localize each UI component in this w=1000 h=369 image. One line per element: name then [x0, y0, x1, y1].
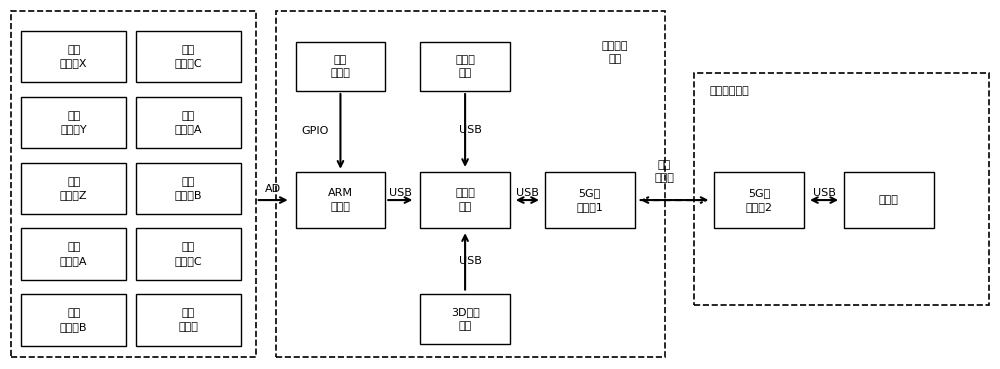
Text: 5G通
信模块1: 5G通 信模块1 [576, 189, 603, 212]
Text: USB: USB [459, 256, 482, 266]
FancyBboxPatch shape [136, 162, 241, 214]
Text: USB: USB [389, 188, 412, 198]
FancyBboxPatch shape [21, 31, 126, 82]
Text: 3D立体
相机: 3D立体 相机 [451, 307, 479, 331]
FancyBboxPatch shape [420, 42, 510, 91]
Text: 电流
互感器B: 电流 互感器B [60, 308, 87, 332]
Text: 终端感知
系统: 终端感知 系统 [601, 41, 628, 64]
FancyBboxPatch shape [21, 97, 126, 148]
Text: 5G通
信模块2: 5G通 信模块2 [746, 189, 773, 212]
Text: 电压
变换器A: 电压 变换器A [175, 111, 202, 134]
FancyBboxPatch shape [545, 172, 635, 228]
Text: 电流
互感器A: 电流 互感器A [60, 242, 87, 266]
FancyBboxPatch shape [136, 31, 241, 82]
FancyBboxPatch shape [136, 294, 241, 346]
FancyBboxPatch shape [136, 228, 241, 280]
FancyBboxPatch shape [844, 172, 934, 228]
Text: 振动
传感器X: 振动 传感器X [60, 45, 87, 68]
Text: 振动
传感器Y: 振动 传感器Y [60, 111, 87, 134]
FancyBboxPatch shape [296, 172, 385, 228]
Text: 电压
变换器B: 电压 变换器B [175, 176, 202, 200]
Text: 电压
变换器C: 电压 变换器C [175, 242, 202, 266]
Text: 红外热
相机: 红外热 相机 [455, 55, 475, 78]
FancyBboxPatch shape [714, 172, 804, 228]
FancyBboxPatch shape [21, 162, 126, 214]
Text: ARM
处理器: ARM 处理器 [328, 189, 353, 212]
Text: 振动
传感器Z: 振动 传感器Z [60, 176, 87, 200]
FancyBboxPatch shape [21, 294, 126, 346]
Text: 电流
互感器C: 电流 互感器C [175, 45, 202, 68]
Text: GPIO: GPIO [302, 127, 329, 137]
FancyBboxPatch shape [420, 294, 510, 344]
Text: USB: USB [459, 125, 482, 135]
Text: 转速
传感器: 转速 传感器 [331, 55, 350, 78]
FancyBboxPatch shape [21, 228, 126, 280]
Text: USB: USB [813, 188, 836, 198]
Text: 服务器: 服务器 [879, 195, 899, 205]
FancyBboxPatch shape [136, 97, 241, 148]
FancyBboxPatch shape [420, 172, 510, 228]
Text: 声音
传感器: 声音 传感器 [178, 308, 198, 332]
Text: 远程数据中心: 远程数据中心 [709, 86, 749, 96]
Text: AD: AD [265, 184, 281, 194]
FancyBboxPatch shape [296, 42, 385, 91]
Text: 树莓派
模块: 树莓派 模块 [455, 189, 475, 212]
Text: 移动
互联网: 移动 互联网 [655, 160, 674, 183]
Text: USB: USB [516, 188, 539, 198]
